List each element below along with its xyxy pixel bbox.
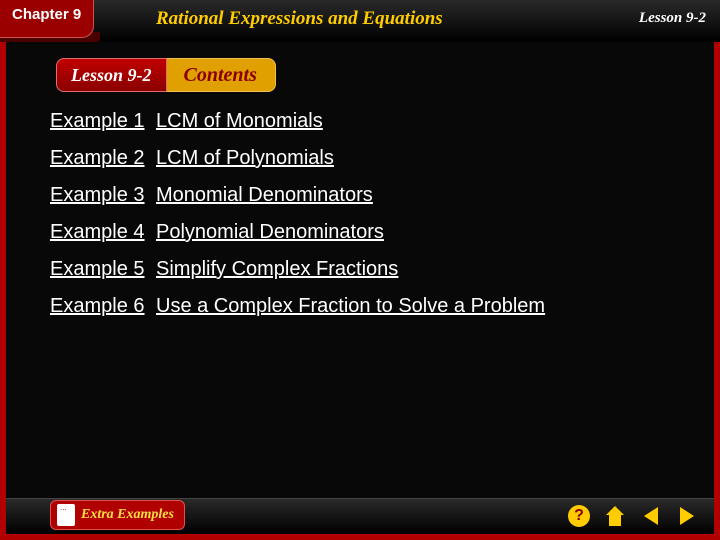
example-link-1[interactable]: Example 1LCM of Monomials	[50, 110, 670, 133]
example-number: Example 2	[50, 147, 156, 170]
prev-button[interactable]	[638, 504, 664, 528]
example-number: Example 6	[50, 295, 156, 318]
example-number: Example 5	[50, 258, 156, 281]
arrow-left-icon	[644, 507, 658, 525]
example-number: Example 3	[50, 184, 156, 207]
next-button[interactable]	[674, 504, 700, 528]
banner-lesson: Lesson 9-2	[56, 58, 167, 92]
example-link-4[interactable]: Example 4Polynomial Denominators	[50, 221, 670, 244]
nav-icons: ?	[566, 504, 700, 528]
help-icon: ?	[568, 505, 590, 527]
home-icon	[604, 506, 626, 526]
example-link-3[interactable]: Example 3Monomial Denominators	[50, 184, 670, 207]
extra-examples-button[interactable]: Extra Examples	[50, 500, 185, 530]
example-title: LCM of Polynomials	[156, 147, 334, 169]
bottom-bar: Extra Examples ?	[6, 498, 714, 534]
examples-list: Example 1LCM of Monomials Example 2LCM o…	[50, 110, 670, 332]
example-link-2[interactable]: Example 2LCM of Polynomials	[50, 147, 670, 170]
slide-frame: Chapter 9 Rational Expressions and Equat…	[0, 0, 720, 540]
top-bar: Chapter 9 Rational Expressions and Equat…	[6, 0, 720, 42]
chapter-badge: Chapter 9	[0, 0, 94, 38]
banner-contents: Contents	[165, 58, 276, 92]
lesson-label: Lesson 9-2	[639, 10, 706, 27]
example-title: Polynomial Denominators	[156, 221, 384, 243]
extra-examples-label: Extra Examples	[81, 507, 174, 523]
document-icon	[57, 504, 75, 526]
example-number: Example 4	[50, 221, 156, 244]
example-title: Use a Complex Fraction to Solve a Proble…	[156, 295, 545, 317]
arrow-right-icon	[680, 507, 694, 525]
example-title: LCM of Monomials	[156, 110, 323, 132]
example-title: Simplify Complex Fractions	[156, 258, 398, 280]
home-button[interactable]	[602, 504, 628, 528]
example-number: Example 1	[50, 110, 156, 133]
lesson-contents-banner: Lesson 9-2 Contents	[56, 58, 276, 92]
example-title: Monomial Denominators	[156, 184, 373, 206]
chapter-title: Rational Expressions and Equations	[156, 8, 443, 30]
help-button[interactable]: ?	[566, 504, 592, 528]
chapter-label: Chapter 9	[12, 6, 81, 23]
example-link-5[interactable]: Example 5Simplify Complex Fractions	[50, 258, 670, 281]
example-link-6[interactable]: Example 6Use a Complex Fraction to Solve…	[50, 295, 670, 318]
